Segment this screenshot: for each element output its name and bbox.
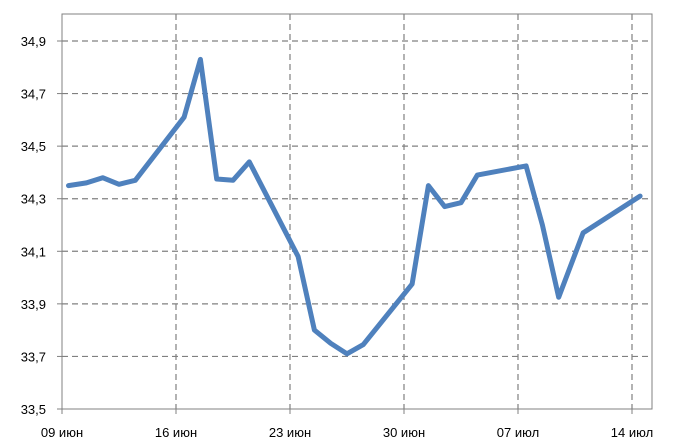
gridlines [62, 14, 652, 409]
x-tick-label: 14 июл [611, 425, 653, 440]
y-tick-label: 34,7 [21, 87, 46, 102]
x-tick-label: 16 июн [155, 425, 197, 440]
y-tick-label: 33,7 [21, 349, 46, 364]
y-tick-label: 33,5 [21, 402, 46, 417]
x-tick-label: 09 июн [41, 425, 83, 440]
axes [57, 40, 633, 414]
plot-area [61, 13, 653, 410]
x-tick-label: 23 июн [269, 425, 311, 440]
y-tick-label: 34,3 [21, 192, 46, 207]
y-tick-label: 33,9 [21, 297, 46, 312]
tick-labels: 33,5 33,7 33,9 34,1 34,3 34,5 34,7 34,9 09 июн 16… [21, 34, 654, 440]
y-tick-label: 34,5 [21, 139, 46, 154]
x-tick-label: 30 июн [383, 425, 425, 440]
series-layer [66, 56, 643, 357]
y-tick-label: 34,1 [21, 244, 46, 259]
x-tick-label: 07 июл [497, 425, 539, 440]
y-tick-label: 34,9 [21, 34, 46, 49]
